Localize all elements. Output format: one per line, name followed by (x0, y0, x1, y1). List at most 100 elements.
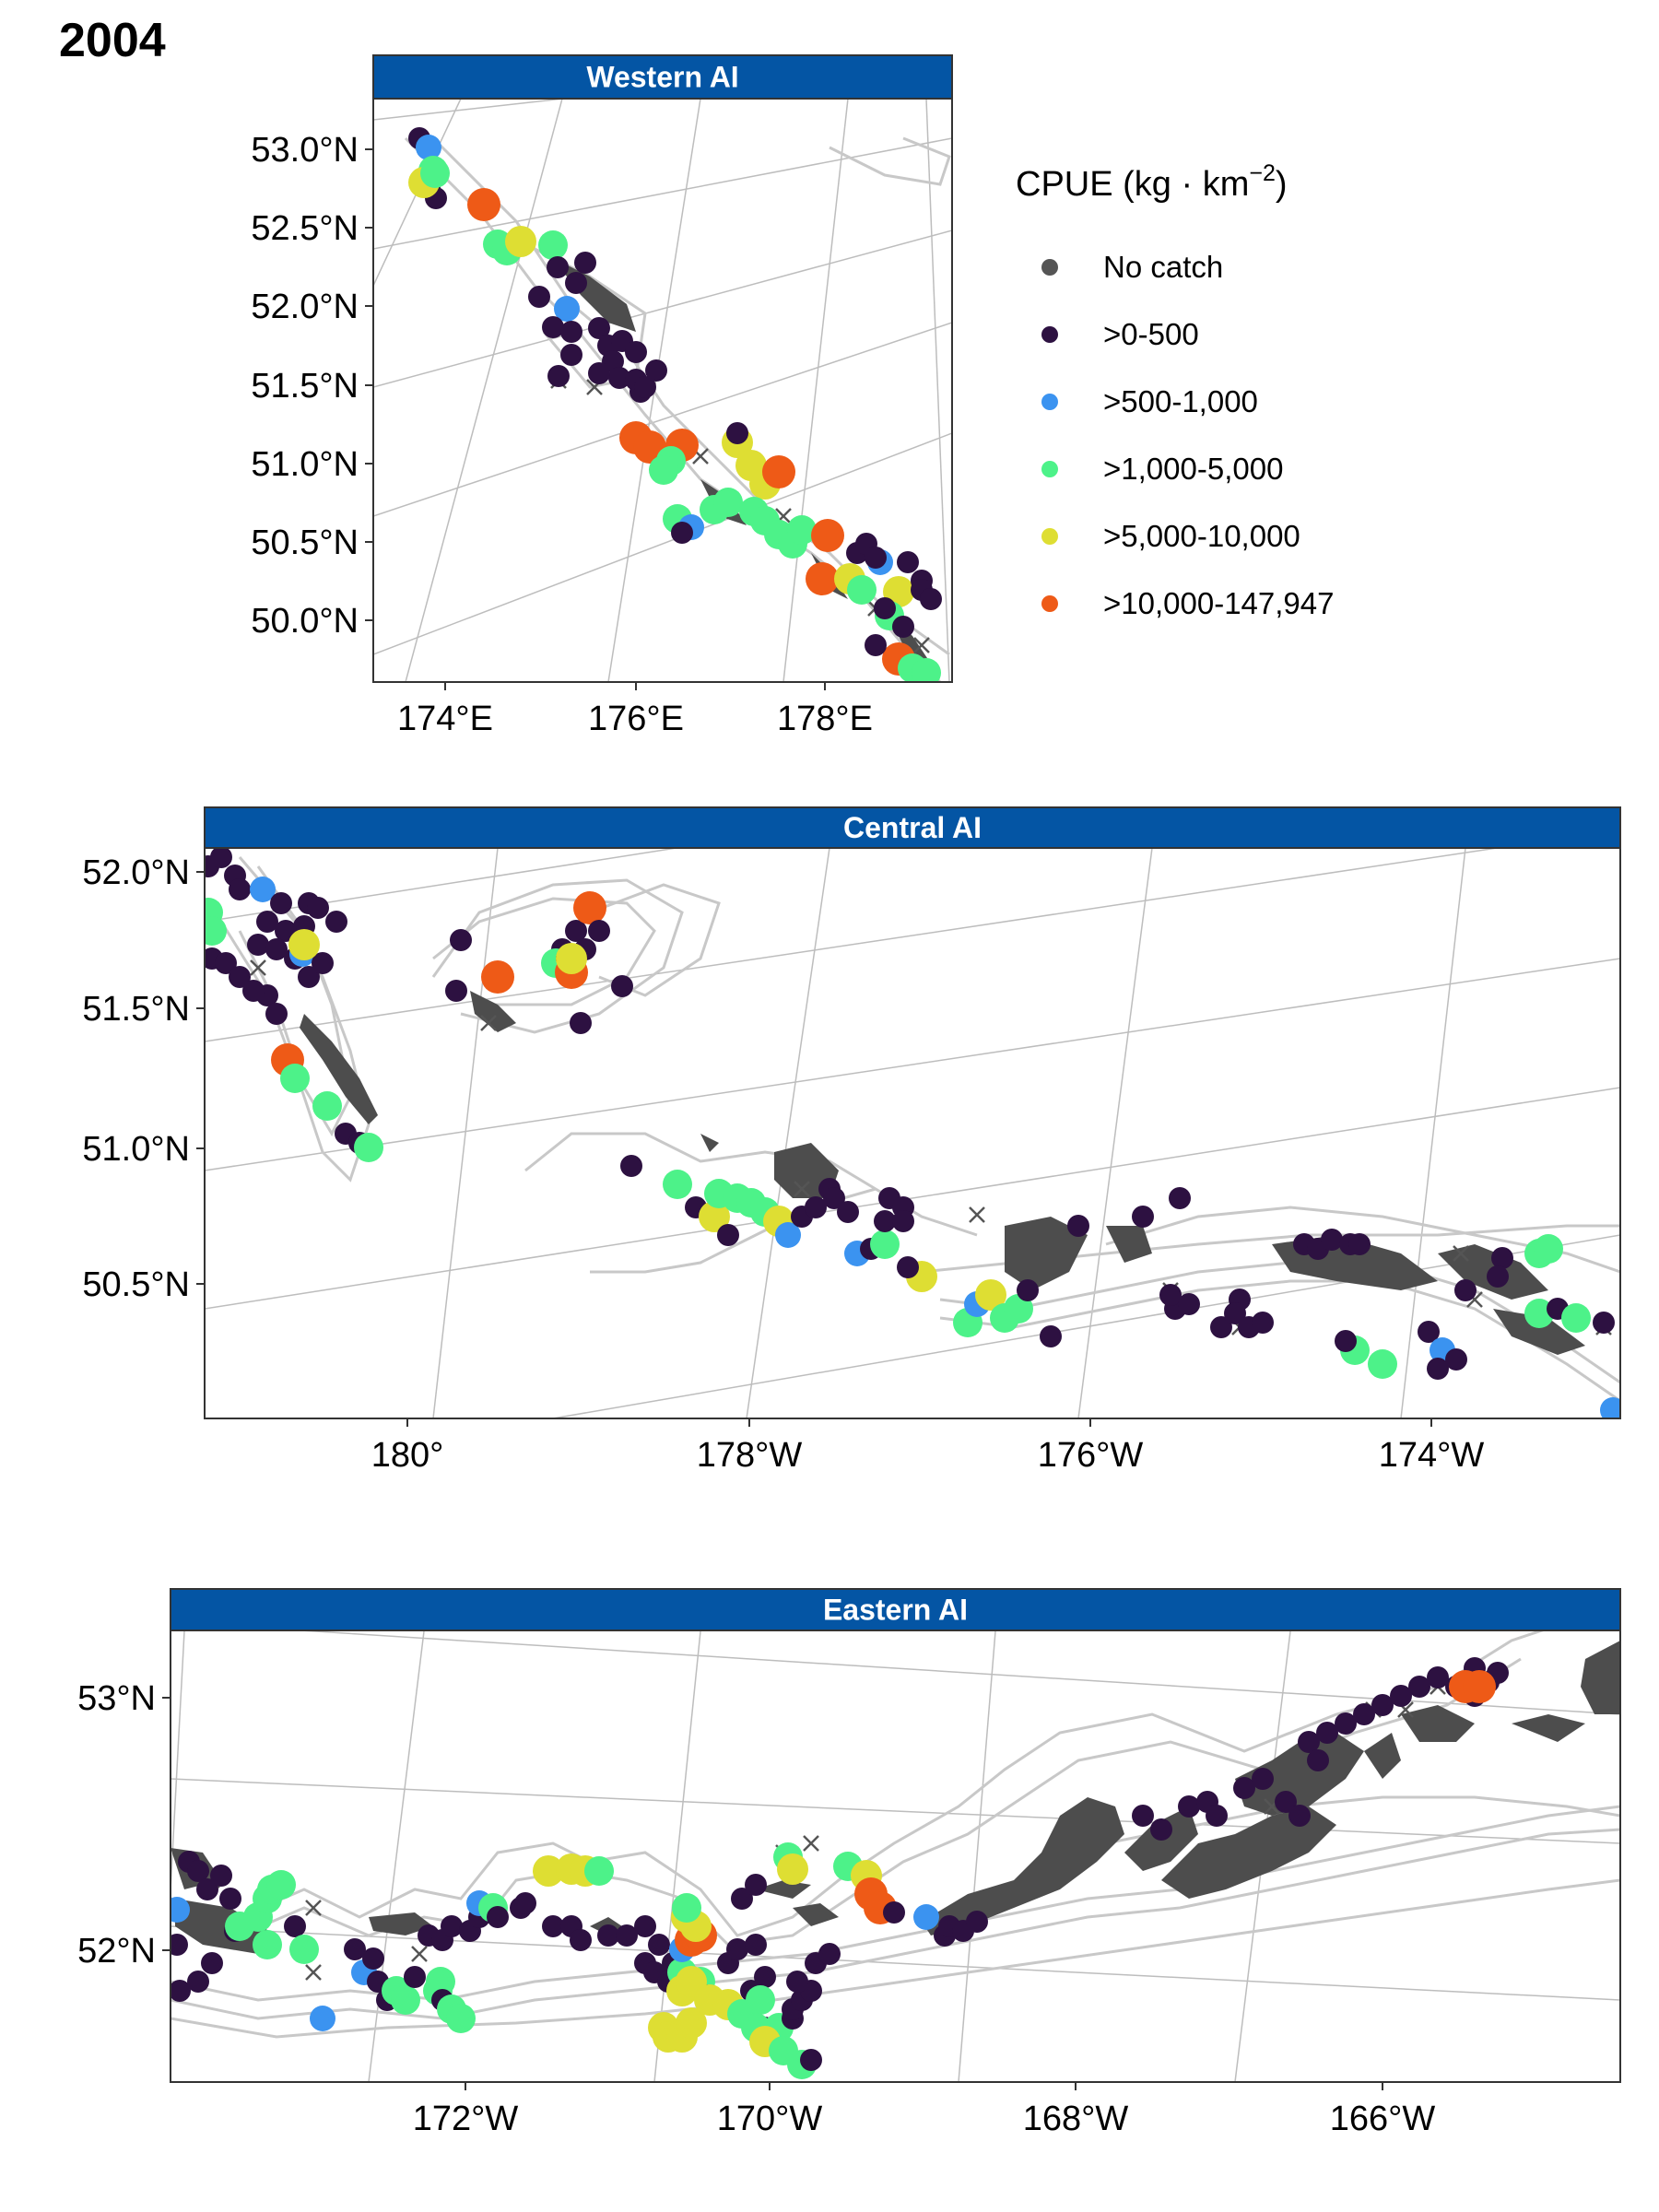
no-catch-marker (794, 1181, 810, 1197)
cpue-point (775, 1222, 801, 1248)
cpue-point (625, 341, 647, 363)
land-polygon (1401, 1705, 1475, 1742)
panel-strip-label: Western AI (586, 61, 738, 94)
panel-strip (204, 806, 1621, 849)
cpue-point (663, 1170, 692, 1199)
depth-contour (1105, 1206, 1620, 1274)
cpue-point (713, 488, 743, 517)
land-polygon (756, 1880, 811, 1899)
cpue-point (487, 1906, 509, 1928)
y-tick-label: 50.5°N (82, 1265, 190, 1304)
cpue-point (1233, 1777, 1255, 1799)
y-tick-label: 50.5°N (251, 524, 359, 562)
cpue-point (616, 1924, 638, 1947)
cpue-point (1390, 1685, 1412, 1707)
cpue-point (1298, 1731, 1320, 1753)
land-polygon (1161, 1806, 1336, 1899)
cpue-point (573, 891, 606, 924)
land-polygon (1364, 1733, 1401, 1779)
cpue-point (404, 1966, 426, 1988)
y-tick-label: 51.0°N (82, 1130, 190, 1169)
no-catch-marker (305, 1900, 322, 1916)
y-tick-label: 51.5°N (82, 990, 190, 1029)
x-tick-label: 172°W (413, 2100, 519, 2138)
cpue-point (1132, 1805, 1154, 1827)
cpue-point (187, 1971, 209, 1993)
cpue-point (584, 1856, 614, 1886)
cpue-point (570, 1012, 592, 1034)
cpue-point (1252, 1312, 1274, 1334)
no-catch-marker (411, 1946, 428, 1962)
cpue-point (171, 1934, 188, 1956)
land-polygon (1235, 1733, 1364, 1816)
cpue-point (1178, 1293, 1200, 1315)
cpue-point (416, 135, 441, 160)
cpue-point (634, 376, 656, 398)
cpue-point (754, 1966, 776, 1988)
cpue-point (210, 848, 232, 868)
cpue-point (800, 2049, 822, 2071)
cpue-point (1561, 1303, 1591, 1333)
land-polygon (1493, 1309, 1585, 1355)
cpue-point (874, 1210, 896, 1232)
cpue-point (547, 365, 570, 387)
cpue-point (1224, 1302, 1246, 1324)
cpue-point (298, 966, 320, 988)
cpue-point (1040, 1325, 1062, 1347)
legend-label: >0-500 (1103, 317, 1199, 351)
cpue-point (865, 634, 887, 656)
cpue-point (726, 422, 748, 444)
graticule-line (925, 99, 950, 682)
cpue-point (745, 1934, 767, 1956)
graticule-line (171, 1925, 1620, 2001)
graticule-line (373, 99, 571, 121)
cpue-point (1017, 1279, 1039, 1301)
x-tick-label: 178°E (777, 700, 873, 738)
legend-label: >10,000-147,947 (1103, 586, 1334, 620)
cpue-point (284, 1915, 306, 1937)
cpue-point (912, 658, 941, 682)
cpue-point (446, 2004, 476, 2033)
cpue-point (310, 2006, 335, 2031)
cpue-point (547, 256, 569, 278)
y-tick-label: 52.0°N (251, 288, 359, 326)
y-tick-label: 51.5°N (251, 367, 359, 406)
cpue-point (837, 1201, 859, 1223)
cpue-point (634, 1915, 656, 1937)
cpue-point (1335, 1712, 1357, 1735)
land-polygon (470, 991, 516, 1032)
graticule-line (373, 432, 952, 655)
cpue-point (1368, 1349, 1397, 1379)
cpue-point (806, 562, 839, 595)
cpue-point (762, 455, 795, 488)
cpue-point (787, 515, 817, 545)
cpue-point (538, 230, 568, 260)
cpue-point (892, 1210, 914, 1232)
no-catch-marker (913, 637, 930, 653)
panel-strip-label: Eastern AI (823, 1594, 968, 1627)
cpue-point (420, 159, 450, 188)
panel-western: Western AI 53.0°N 52.5°N 52.0°N 51.5°N 51.0°N… (251, 54, 953, 738)
cpue-point (289, 1935, 319, 1964)
cpue-point (219, 1888, 241, 1910)
cpue-point (1178, 1795, 1200, 1818)
land-polygon (1512, 1714, 1585, 1742)
cpue-point (250, 877, 276, 902)
cpue-point (874, 597, 896, 619)
cpue-point (1427, 1358, 1449, 1380)
cpue-point (253, 1930, 282, 1959)
legend-label: No catch (1103, 250, 1223, 284)
cpue-point (560, 344, 582, 366)
legend-swatch (1041, 259, 1058, 276)
cpue-point (1371, 1694, 1394, 1716)
land-polygon (793, 1903, 839, 1926)
legend-swatch (1041, 528, 1058, 545)
cpue-point (467, 188, 500, 221)
y-tick-label: 53°N (77, 1679, 156, 1718)
y-tick-label: 50.0°N (251, 602, 359, 641)
cpue-point (1418, 1321, 1440, 1343)
cpue-point (391, 1985, 420, 2015)
cpue-point (554, 296, 580, 322)
cpue-point (542, 316, 564, 338)
cpue-point (1288, 1805, 1311, 1827)
